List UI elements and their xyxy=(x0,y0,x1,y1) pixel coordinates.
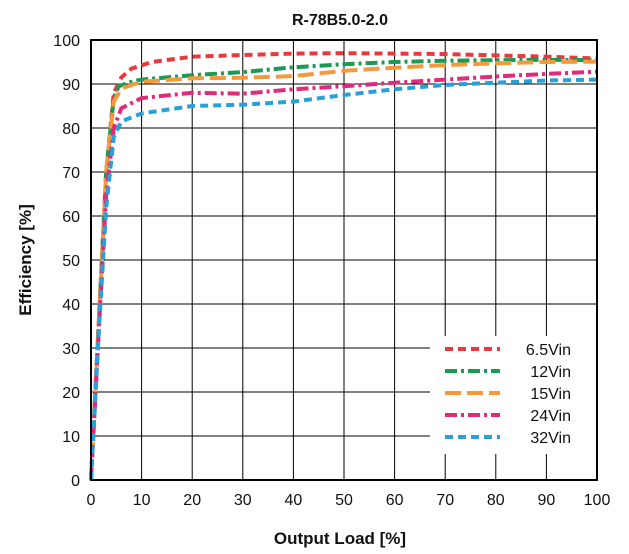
legend-label: 32Vin xyxy=(530,430,571,447)
x-tick-label: 30 xyxy=(234,492,252,509)
y-tick-label: 10 xyxy=(62,429,80,446)
legend: 6.5Vin 12Vin 15Vin 24Vin 32Vin xyxy=(445,342,571,447)
series-layer xyxy=(89,51,598,481)
legend-label: 6.5Vin xyxy=(526,342,571,359)
x-tick-label: 40 xyxy=(285,492,303,509)
y-tick-label: 60 xyxy=(62,209,80,226)
y-tick-label: 70 xyxy=(62,165,80,182)
legend-label: 24Vin xyxy=(530,408,571,425)
x-tick-label: 70 xyxy=(436,492,454,509)
x-tick-label: 50 xyxy=(335,492,353,509)
x-tick-label: 10 xyxy=(133,492,151,509)
y-tick-label: 90 xyxy=(62,77,80,94)
x-tick-label: 80 xyxy=(487,492,505,509)
y-tick-label: 100 xyxy=(53,33,80,50)
y-tick-label: 30 xyxy=(62,341,80,358)
ticks-layer: 0 10 20 30 40 50 60 70 80 90 100 0 10 20 30 40 50 60 70 80 9… xyxy=(53,33,610,509)
x-tick-label: 60 xyxy=(386,492,404,509)
x-tick-label: 100 xyxy=(584,492,611,509)
y-tick-label: 20 xyxy=(62,385,80,402)
series-line-15vin xyxy=(89,59,598,481)
x-tick-label: 90 xyxy=(538,492,556,509)
y-tick-label: 0 xyxy=(71,473,80,490)
series-line-32vin xyxy=(89,77,598,481)
plot-frame xyxy=(90,39,598,481)
chart-title: R-78B5.0-2.0 xyxy=(292,12,388,29)
y-tick-label: 40 xyxy=(62,297,80,314)
y-axis-label: Efficiency [%] xyxy=(16,204,35,315)
series-line-6-5vin xyxy=(89,51,598,481)
legend-label: 15Vin xyxy=(530,386,571,403)
x-tick-label: 20 xyxy=(183,492,201,509)
y-tick-label: 80 xyxy=(62,121,80,138)
x-tick-label: 0 xyxy=(87,492,96,509)
x-axis-label: Output Load [%] xyxy=(274,529,406,548)
y-tick-label: 50 xyxy=(62,253,80,270)
legend-label: 12Vin xyxy=(530,364,571,381)
series-line-24vin xyxy=(89,69,598,481)
